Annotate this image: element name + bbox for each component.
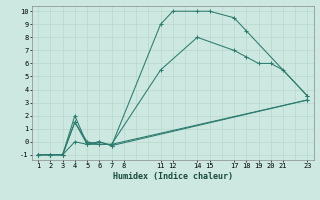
X-axis label: Humidex (Indice chaleur): Humidex (Indice chaleur) — [113, 172, 233, 181]
